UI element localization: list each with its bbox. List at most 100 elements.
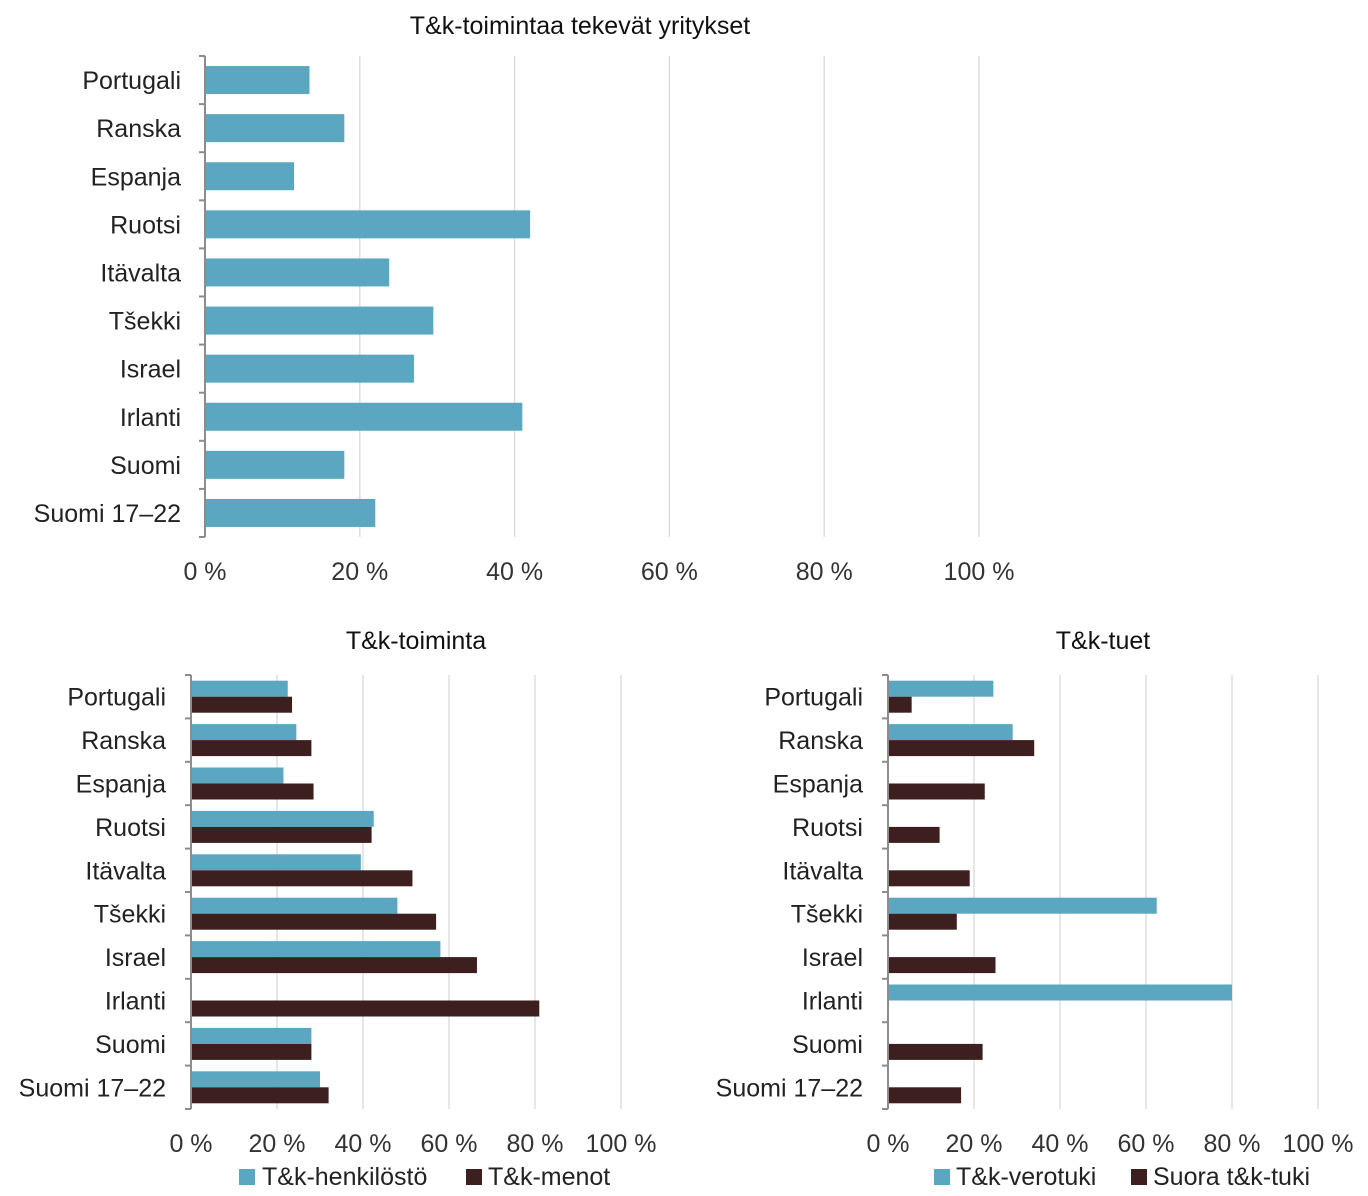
category-label: Israel (105, 944, 166, 972)
bar-israel-s2 (888, 957, 996, 974)
x-tick-label: 20 % (331, 558, 388, 586)
chart-title: T&k-tuet (1056, 627, 1151, 655)
bar-espanja-s2 (888, 783, 985, 800)
bar-it-valta-s2 (888, 870, 970, 887)
bar-suomi-s2 (191, 1043, 312, 1060)
category-label: Irlanti (105, 988, 166, 1016)
bar-israel (205, 354, 414, 383)
bar-ruotsi-s2 (888, 826, 940, 843)
bar-ranska-s2 (888, 740, 1035, 757)
category-label: Tšekki (109, 308, 181, 336)
x-tick-label: 40 % (335, 1130, 392, 1158)
bar-ranska-s1 (888, 724, 1013, 741)
category-label: Israel (802, 944, 863, 972)
x-tick-label: 100 % (586, 1130, 657, 1158)
category-label: Itävalta (100, 259, 181, 287)
legend-label: T&k-henkilöstö (262, 1163, 427, 1191)
bar-suomi-17-22-s1 (191, 1071, 320, 1088)
category-label: Itävalta (782, 857, 863, 885)
x-tick-label: 100 % (1283, 1130, 1354, 1158)
bar-suomi-s2 (888, 1043, 983, 1060)
x-tick-label: 40 % (1032, 1130, 1089, 1158)
bar-suomi-17-22-s2 (191, 1087, 329, 1104)
x-tick-label: 0 % (183, 558, 226, 586)
bar-portugali-s2 (191, 696, 293, 713)
x-tick-label: 60 % (1118, 1130, 1175, 1158)
category-label: Espanja (773, 771, 863, 799)
category-label: Israel (120, 356, 181, 384)
x-tick-label: 0 % (866, 1130, 909, 1158)
x-tick-label: 60 % (641, 558, 698, 586)
bar-it-valta-s2 (191, 870, 413, 887)
category-label: Ranska (778, 727, 863, 755)
x-tick-label: 100 % (944, 558, 1015, 586)
category-label: Ruotsi (110, 211, 181, 239)
legend-swatch (1131, 1169, 1147, 1185)
bar-t-ekki (205, 306, 434, 335)
bar-t-ekki-s2 (888, 913, 957, 930)
bar-ranska-s2 (191, 740, 312, 757)
bar-ranska-s1 (191, 724, 297, 741)
chart-3: T&k-tuet 0 % 20 % 40 % 60 % 80 % 100 % Portugal… (716, 627, 1354, 1191)
legend-swatch (934, 1169, 950, 1185)
bar-espanja-s2 (191, 783, 314, 800)
chart-title: T&k-toimintaa tekevät yritykset (410, 12, 750, 40)
bar-portugali-s1 (191, 680, 288, 697)
bar-israel-s1 (191, 941, 441, 958)
bar-suomi-17-22 (205, 498, 376, 527)
bar-ruotsi-s1 (191, 810, 374, 827)
bar-irlanti-s2 (191, 1000, 540, 1017)
chart-1: T&k-toimintaa tekevät yritykset 0 % 20 % 40… (34, 12, 1015, 586)
x-tick-label: 80 % (796, 558, 853, 586)
bar-ruotsi-s2 (191, 826, 372, 843)
category-label: Ruotsi (792, 814, 863, 842)
bar-it-valta (205, 258, 390, 287)
x-tick-label: 20 % (249, 1130, 306, 1158)
legend-swatch (239, 1169, 255, 1185)
category-label: Irlanti (802, 988, 863, 1016)
bar-ranska (205, 114, 345, 143)
x-tick-label: 0 % (169, 1130, 212, 1158)
category-label: Espanja (76, 771, 166, 799)
x-tick-label: 20 % (946, 1130, 1003, 1158)
category-label: Suomi (95, 1031, 166, 1059)
bar-espanja-s1 (191, 767, 284, 784)
bar-irlanti-s1 (888, 984, 1232, 1001)
category-label: Suomi (110, 452, 181, 480)
bar-portugali-s1 (888, 680, 994, 697)
bar-portugali-s2 (888, 696, 912, 713)
bar-suomi (205, 450, 345, 479)
chart-title: T&k-toiminta (346, 627, 486, 655)
category-label: Ranska (96, 115, 181, 143)
bar-suomi-s1 (191, 1027, 312, 1044)
chart-2: T&k-toiminta 0 % 20 % 40 % 60 % 80 % 100 % Port… (19, 627, 657, 1191)
category-label: Ruotsi (95, 814, 166, 842)
x-tick-label: 40 % (486, 558, 543, 586)
bar-t-ekki-s1 (888, 897, 1157, 914)
bar-t-ekki-s1 (191, 897, 398, 914)
category-label: Portugali (764, 684, 863, 712)
category-label: Suomi 17–22 (34, 500, 181, 528)
category-label: Espanja (91, 163, 181, 191)
category-label: Suomi 17–22 (716, 1074, 863, 1102)
legend-label: Suora t&k-tuki (1153, 1163, 1310, 1191)
category-label: Suomi (792, 1031, 863, 1059)
bar-portugali (205, 66, 310, 95)
category-label: Suomi 17–22 (19, 1074, 166, 1102)
legend-label: T&k-menot (488, 1163, 610, 1191)
category-label: Portugali (67, 684, 166, 712)
bar-irlanti (205, 402, 523, 431)
x-tick-label: 60 % (421, 1130, 478, 1158)
legend-label: T&k-verotuki (956, 1163, 1096, 1191)
bar-it-valta-s1 (191, 854, 361, 871)
bar-t-ekki-s2 (191, 913, 437, 930)
category-label: Portugali (82, 67, 181, 95)
bar-espanja (205, 162, 295, 191)
bar-israel-s2 (191, 957, 477, 974)
category-label: Itävalta (85, 857, 166, 885)
x-tick-label: 80 % (507, 1130, 564, 1158)
bar-ruotsi (205, 210, 531, 239)
category-label: Tšekki (94, 901, 166, 929)
bar-suomi-17-22-s2 (888, 1087, 962, 1104)
